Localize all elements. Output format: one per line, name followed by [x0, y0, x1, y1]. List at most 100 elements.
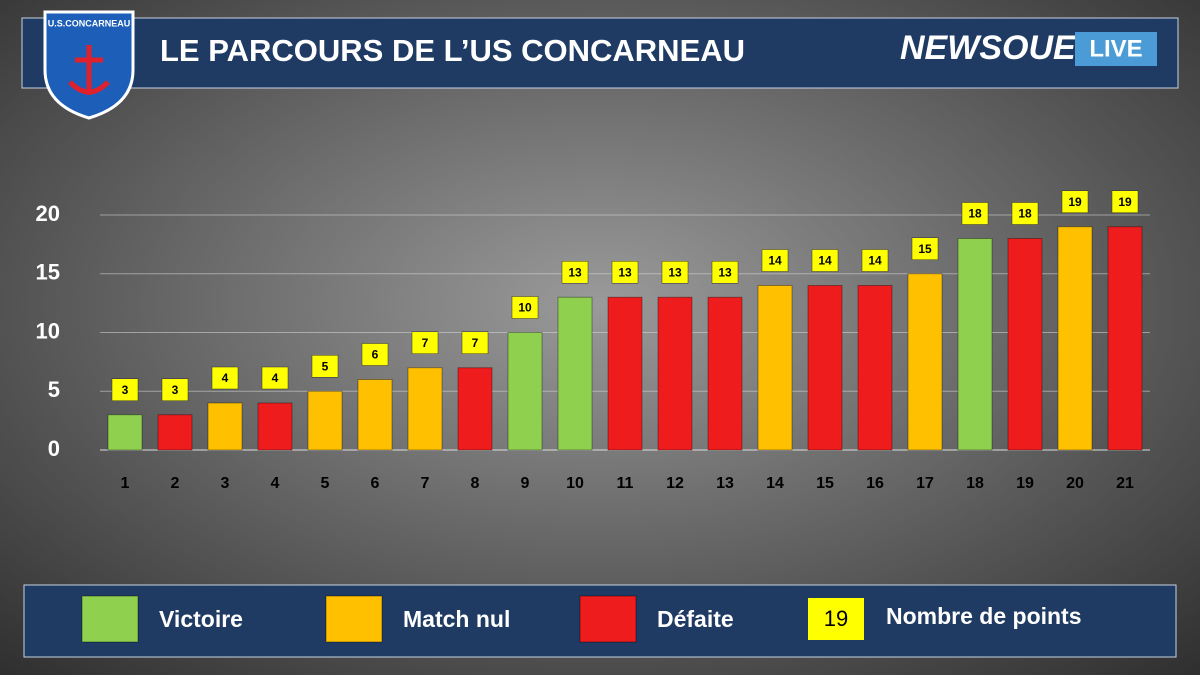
bar [757, 285, 793, 451]
value-label: 19 [1118, 195, 1132, 209]
bar [1107, 226, 1143, 451]
y-tick-label: 20 [36, 201, 60, 226]
value-label-box [711, 261, 739, 284]
x-tick-label: 13 [716, 475, 734, 492]
bar [507, 332, 543, 451]
bar [907, 273, 943, 451]
bar [807, 285, 843, 451]
x-tick-label: 21 [1116, 475, 1134, 492]
value-label: 15 [918, 242, 932, 256]
value-label: 13 [618, 265, 632, 279]
x-tick-label: 8 [471, 475, 480, 492]
y-tick-label: 0 [48, 436, 60, 461]
x-tick-label: 12 [666, 475, 684, 492]
legend-swatch [808, 598, 864, 640]
x-tick-label: 9 [521, 475, 530, 492]
x-tick-label: 18 [966, 475, 984, 492]
x-tick-label: 20 [1066, 475, 1084, 492]
value-label: 14 [868, 254, 882, 268]
value-label-box [461, 331, 489, 354]
value-label-box [811, 249, 839, 272]
bar [1007, 238, 1043, 451]
value-label-box [661, 261, 689, 284]
value-label: 18 [1018, 207, 1032, 221]
y-tick-label: 15 [36, 260, 60, 285]
x-tick-label: 14 [766, 475, 784, 492]
value-label: 3 [172, 383, 179, 397]
header-band [21, 17, 1179, 89]
bar [407, 367, 443, 451]
legend-label: Match nul [403, 606, 510, 632]
bar [707, 296, 743, 451]
value-label-box [511, 296, 539, 319]
legend-label: Nombre de points [886, 603, 1082, 629]
x-tick-label: 7 [421, 475, 430, 492]
x-tick-label: 6 [371, 475, 380, 492]
bar [457, 367, 493, 451]
bar [857, 285, 893, 451]
logo-anchor [68, 45, 110, 95]
brand-tag: LIVE [1089, 35, 1142, 62]
x-tick-label: 16 [866, 475, 884, 492]
bar [557, 296, 593, 451]
chart: 0510152013233444556677879101013111312131… [36, 190, 1150, 492]
value-label-box [1061, 190, 1089, 213]
value-label: 14 [818, 254, 832, 268]
value-label: 14 [768, 254, 782, 268]
chart-title: LE PARCOURS DE L’US CONCARNEAU [160, 33, 745, 68]
value-label: 10 [518, 301, 532, 315]
value-label-box [1011, 202, 1039, 225]
value-label: 3 [122, 383, 129, 397]
value-label: 4 [272, 371, 279, 385]
value-label-box [911, 237, 939, 260]
bar [107, 414, 143, 451]
bar [657, 296, 693, 451]
x-tick-label: 10 [566, 475, 584, 492]
y-tick-label: 10 [36, 318, 60, 343]
logo-text: U.S.CONCARNEAU [48, 18, 131, 28]
value-label-box [111, 378, 139, 401]
value-label: 6 [372, 348, 379, 362]
bar [607, 296, 643, 451]
value-label-box [361, 343, 389, 366]
value-label: 18 [968, 207, 982, 221]
value-label-box [611, 261, 639, 284]
value-label-box [261, 366, 289, 390]
y-tick-label: 5 [48, 377, 60, 402]
x-tick-label: 4 [271, 475, 280, 492]
value-label: 7 [422, 336, 429, 350]
bar [357, 379, 393, 451]
value-label-box [161, 378, 189, 401]
brand-tag-box [1075, 32, 1157, 66]
legend: Victoire Match nul Défaite 19 Nombre de poin… [81, 595, 1082, 643]
bar [307, 390, 343, 451]
bar [157, 414, 193, 451]
value-label-box [761, 249, 789, 272]
value-label: 4 [222, 371, 229, 385]
value-label: 13 [668, 265, 682, 279]
x-tick-label: 3 [221, 475, 230, 492]
value-label: 13 [568, 265, 582, 279]
x-tick-label: 15 [816, 475, 834, 492]
value-label-box [861, 249, 889, 272]
bar [257, 402, 293, 451]
x-tick-label: 1 [121, 475, 130, 492]
legend-label: Victoire [159, 606, 243, 632]
bar [207, 402, 243, 451]
bar [957, 238, 993, 451]
value-label-box [1111, 190, 1139, 213]
value-label-box [411, 331, 439, 354]
x-tick-label: 19 [1016, 475, 1034, 492]
bar [1057, 226, 1093, 451]
x-tick-label: 2 [171, 475, 180, 492]
x-tick-label: 17 [916, 475, 934, 492]
legend-swatch [81, 595, 139, 643]
value-label-box [211, 366, 239, 390]
x-tick-label: 5 [321, 475, 330, 492]
legend-swatch [579, 595, 637, 643]
value-label: 19 [1068, 195, 1082, 209]
value-label: 5 [322, 359, 329, 373]
value-label-box [311, 355, 339, 378]
value-label: 7 [472, 336, 479, 350]
